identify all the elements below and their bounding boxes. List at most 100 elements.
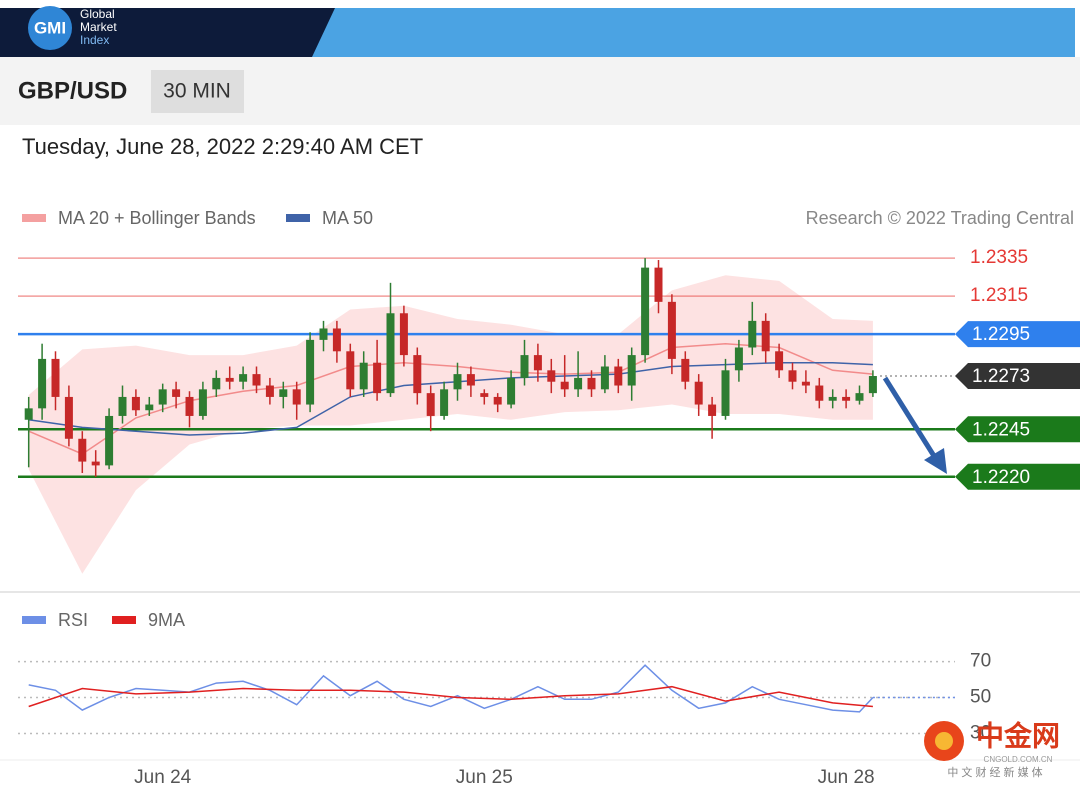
level-label: 1.2220 <box>972 467 1030 488</box>
legend-label: RSI <box>58 610 88 630</box>
legend-swatch <box>22 616 46 624</box>
level-label: 1.2295 <box>972 324 1030 345</box>
candle-body <box>51 358 60 397</box>
y-tick-label: 70 <box>970 651 991 672</box>
candle-body <box>654 267 663 302</box>
watermark-site: CNGOLD.COM.CN <box>984 755 1053 764</box>
candle-body <box>775 351 784 371</box>
candle-body <box>265 385 274 397</box>
candle-body <box>855 393 864 401</box>
y-tick-label: 50 <box>970 687 991 708</box>
candle-body <box>426 393 435 416</box>
level-label: 1.2315 <box>970 285 1028 306</box>
candle-body <box>185 396 194 416</box>
candle-body <box>842 396 851 401</box>
candle-body <box>145 404 154 411</box>
candle-body <box>279 389 288 397</box>
x-tick-label: Jun 25 <box>456 767 513 788</box>
candle-body <box>574 377 583 390</box>
indicator-line <box>28 664 874 713</box>
brand-line: Index <box>80 33 109 47</box>
candle-body <box>681 358 690 382</box>
x-tick-label: Jun 24 <box>134 767 191 788</box>
legend-label: 9MA <box>148 610 185 630</box>
watermark-name: 中金网 <box>976 719 1060 751</box>
candle-body <box>252 374 261 386</box>
candle-body <box>306 339 315 405</box>
candle-body <box>748 320 757 348</box>
candle-body <box>614 366 623 386</box>
candle-body <box>587 377 596 390</box>
candle-body <box>734 347 743 371</box>
candle-body <box>627 355 636 386</box>
logo-circle <box>28 6 72 50</box>
candle-body <box>788 370 797 382</box>
background-layer <box>18 257 955 735</box>
candle-body <box>131 396 140 411</box>
candle-body <box>828 396 837 401</box>
forecast-arrow-head <box>924 448 947 474</box>
candle-body <box>78 438 87 462</box>
candle-body <box>172 389 181 397</box>
level-tag <box>955 321 1080 348</box>
candle-body <box>667 301 676 359</box>
candle-body <box>91 461 100 466</box>
brand-line: Market <box>80 20 117 34</box>
candle-body <box>533 355 542 371</box>
candle-body <box>319 328 328 340</box>
candle-body <box>373 362 382 394</box>
candle-body <box>520 355 529 378</box>
candle-body <box>507 377 516 405</box>
candle-body <box>641 267 650 356</box>
x-tick-label: Jun 28 <box>818 767 875 788</box>
candle-body <box>105 415 114 466</box>
candle-body <box>801 381 810 386</box>
candle-body <box>225 377 234 382</box>
candle-body <box>721 370 730 416</box>
interval-box[interactable] <box>151 70 244 113</box>
brand-line: Global <box>80 7 115 21</box>
candle-body <box>332 328 341 352</box>
candle-body <box>212 377 221 390</box>
candle-body <box>694 381 703 405</box>
legend-swatch <box>112 616 136 624</box>
candle-body <box>466 374 475 386</box>
y-tick-label: 30 <box>970 722 991 743</box>
candle-body <box>413 355 422 394</box>
candle-body <box>440 389 449 416</box>
legend-swatch <box>286 214 310 222</box>
legend-swatch <box>22 214 46 222</box>
candle-body <box>399 313 408 356</box>
level-tag <box>955 416 1080 443</box>
timestamp: Tuesday, June 28, 2022 2:29:40 AM CET <box>22 134 423 159</box>
legend-label: MA 50 <box>322 208 373 228</box>
watermark-logo <box>935 732 953 750</box>
level-tag <box>955 363 1080 390</box>
candle-body <box>158 389 167 405</box>
level-label: 1.2335 <box>970 247 1028 268</box>
header-dark <box>0 8 335 57</box>
symbol: GBP/USD <box>18 77 127 104</box>
forecast-arrow <box>882 376 937 458</box>
interval[interactable]: 30 MIN <box>163 80 231 103</box>
candle-body <box>24 408 33 420</box>
legend-label: MA 20 + Bollinger Bands <box>58 208 256 228</box>
candle-body <box>38 358 47 409</box>
indicator-line <box>28 685 873 708</box>
candle-body <box>64 396 73 439</box>
candle-body <box>493 396 502 405</box>
bollinger-band <box>28 275 873 574</box>
level-tag <box>955 463 1080 490</box>
candle-body <box>359 362 368 390</box>
level-label: 1.2273 <box>972 366 1030 387</box>
source: Research © 2022 Trading Central <box>806 208 1074 228</box>
candle-body <box>239 374 248 382</box>
candle-body <box>292 389 301 405</box>
candle-body <box>560 381 569 390</box>
candle-body <box>708 404 717 416</box>
candle-body <box>346 351 355 390</box>
candle-body <box>118 396 127 416</box>
logo: GMI <box>34 18 66 37</box>
